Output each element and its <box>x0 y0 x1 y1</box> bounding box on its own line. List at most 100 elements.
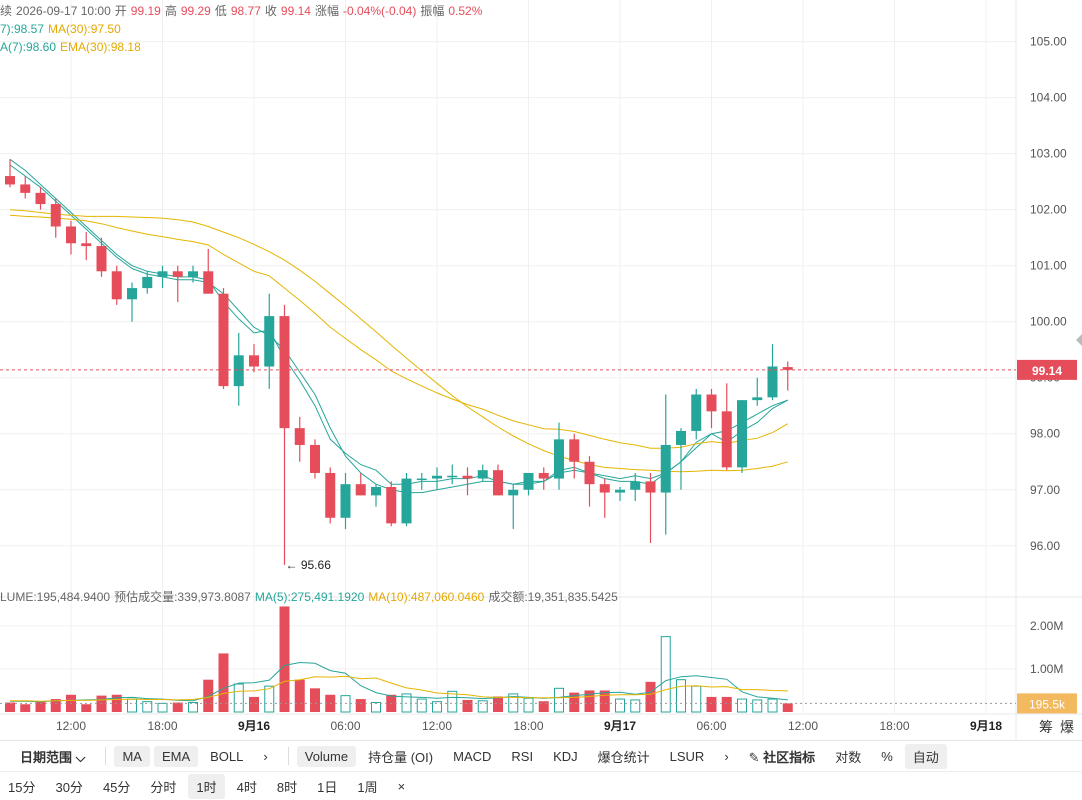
candle-body <box>233 355 244 387</box>
price-tick-label: 103.00 <box>1030 147 1067 161</box>
candle-body <box>691 394 702 431</box>
volume-bar <box>432 701 442 713</box>
volume-bar <box>676 679 686 713</box>
volume-tick-label: 2.00M <box>1030 619 1063 633</box>
candle-body <box>630 481 641 490</box>
info-text: 涨幅 <box>314 4 339 18</box>
candle-body <box>371 486 381 496</box>
indicator-line-ema30 <box>9 214 789 449</box>
volume-bar <box>157 702 168 713</box>
ma-info-line: 7):98.57 MA(30):97.50 <box>0 21 125 37</box>
ma-button[interactable]: MA <box>114 745 150 767</box>
volume-info-line: LUME:195,484.9400 预估成交量:339,973.8087 MA(5)… <box>0 589 622 605</box>
time-tick-label: 9月17 <box>604 719 636 733</box>
percent-button[interactable]: % <box>881 748 893 764</box>
time-tick-label: 9月16 <box>238 719 270 733</box>
volume-bar <box>554 687 564 713</box>
candle-body <box>279 316 290 429</box>
last-volume-tag <box>1017 693 1077 714</box>
open-interest-button[interactable]: 持仓量 (OI) <box>368 749 434 765</box>
volume-bar <box>218 653 229 712</box>
price-tick-label: 96.00 <box>1030 539 1060 553</box>
volume-bar <box>615 698 625 713</box>
info-text: 99.14 <box>280 4 311 18</box>
log-scale-button[interactable]: 对数 <box>835 749 862 765</box>
volume-bar <box>172 702 183 712</box>
info-text: 99.19 <box>130 4 161 18</box>
info-text: 98.77 <box>230 4 261 18</box>
chart-area[interactable]: 105.00104.00103.00102.00101.00100.0099.0… <box>0 0 1082 740</box>
liquidation-stats-button[interactable]: 爆仓统计 <box>597 749 650 765</box>
kdj-button[interactable]: KDJ <box>553 748 578 764</box>
candle-body <box>401 478 412 524</box>
ema-button[interactable]: EMA <box>153 745 199 767</box>
info-text: LUME:195,484.9400 <box>0 590 111 604</box>
toolbar-separator <box>287 747 289 765</box>
candle-body <box>35 192 46 205</box>
rsi-button[interactable]: RSI <box>511 748 534 764</box>
candle-body <box>569 439 580 462</box>
interval-4h[interactable]: 4时 <box>236 779 257 795</box>
close-interval-button[interactable]: × <box>397 778 406 794</box>
indicator-line-vol_ma10 <box>10 675 788 702</box>
candle-body <box>66 226 76 244</box>
time-tick-label: 12:00 <box>788 719 818 733</box>
volume-bar <box>371 702 381 713</box>
volume-bar <box>310 688 320 712</box>
candle-body <box>599 484 610 493</box>
volume-bar <box>630 699 641 713</box>
interval-15m[interactable]: 15分 <box>8 779 36 795</box>
macd-button[interactable]: MACD <box>453 748 492 764</box>
volume-bar <box>508 693 519 713</box>
volume-bar <box>599 690 610 712</box>
interval-30m[interactable]: 30分 <box>55 779 83 795</box>
indicator-lines <box>9 158 789 703</box>
volume-bar <box>142 701 153 713</box>
volume-bar <box>20 704 31 712</box>
interval-1h[interactable]: 1时 <box>188 773 225 799</box>
candle-body <box>111 271 122 300</box>
candle-body <box>660 444 671 493</box>
community-indicators-button[interactable]: ✎ 社区指标 <box>748 749 816 765</box>
volume-bar <box>447 690 458 713</box>
liquidation-map-icon[interactable]: 爆 <box>1060 719 1074 735</box>
candles <box>5 159 793 565</box>
candle-body <box>645 481 656 493</box>
volume-bar <box>5 702 15 712</box>
candle-body <box>96 246 107 272</box>
price-tick-label: 98.00 <box>1030 427 1060 441</box>
volume-bar <box>645 681 656 712</box>
volume-bar <box>188 702 198 713</box>
volume-bar <box>416 698 427 713</box>
interval-45m[interactable]: 45分 <box>102 779 131 795</box>
interval-1d[interactable]: 1日 <box>317 779 338 795</box>
candle-body <box>554 439 564 479</box>
volume-bar <box>294 679 305 712</box>
price-tick-label: 100.00 <box>1030 315 1067 329</box>
interval-1w[interactable]: 1周 <box>357 779 378 795</box>
auto-scale-button[interactable]: 自动 <box>904 743 947 769</box>
boll-button[interactable]: BOLL <box>210 748 244 764</box>
candle-body <box>538 472 549 479</box>
date-range-button[interactable]: 日期范围 ⌵ <box>20 749 86 765</box>
interval-toolbar: 15分 30分 45分 分时 1时 4时 8时 1日 1周 × <box>0 772 1082 800</box>
chip-distribution-icon[interactable]: 筹 <box>1039 719 1053 735</box>
axis-expand-icon <box>1076 334 1082 346</box>
price-tick-label: 105.00 <box>1030 35 1067 49</box>
info-text: 振幅 <box>420 4 445 18</box>
more-sub-indicators-button[interactable]: › <box>724 748 729 764</box>
interval-timeshare[interactable]: 分时 <box>150 779 177 795</box>
info-text: 0.52% <box>448 4 483 18</box>
more-main-indicators-button[interactable]: › <box>263 748 268 764</box>
lsur-button[interactable]: LSUR <box>669 748 705 764</box>
volume-button[interactable]: Volume <box>296 745 357 767</box>
ema-info-line: A(7):98.60 EMA(30):98.18 <box>0 39 145 55</box>
time-axis: 12:00 18:00 9月16 06:00 12:00 18:00 9月17 06:00 12… <box>56 719 1002 733</box>
info-text: 高 <box>164 4 177 18</box>
volume-bar <box>355 699 366 712</box>
info-text: -0.04%(-0.04) <box>342 4 417 18</box>
candle-body <box>447 475 458 478</box>
interval-8h[interactable]: 8时 <box>276 779 298 795</box>
time-tick-label: 18:00 <box>513 719 543 733</box>
candle-body <box>340 484 351 518</box>
